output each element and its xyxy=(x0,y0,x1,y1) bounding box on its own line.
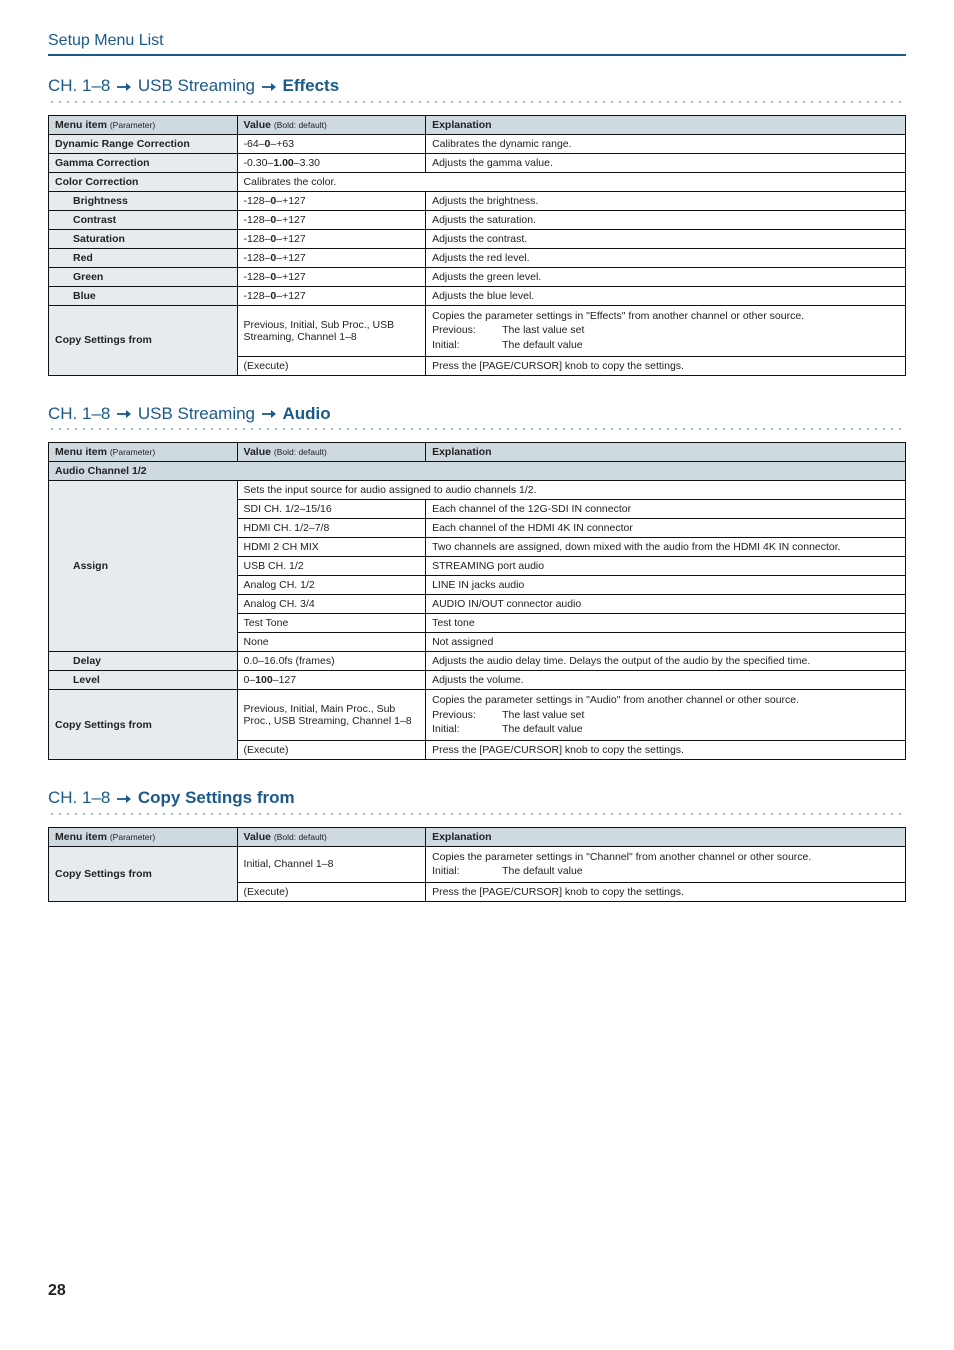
section2-mid: USB Streaming xyxy=(138,404,255,423)
explain-cell: Adjusts the red level. xyxy=(426,248,906,267)
param-brightness: Brightness xyxy=(49,191,238,210)
explain-cell: Calibrates the dynamic range. xyxy=(426,134,906,153)
value-cell: -128–0–+127 xyxy=(237,191,426,210)
value-cell: Previous, Initial, Main Proc., Sub Proc.… xyxy=(237,690,426,741)
value-cell: (Execute) xyxy=(237,741,426,760)
explain-cell: Copies the parameter settings in "Effect… xyxy=(426,305,906,356)
explain-cell: Test tone xyxy=(426,614,906,633)
param-copy-settings: Copy Settings from xyxy=(49,305,238,375)
th-explain: Explanation xyxy=(426,443,906,462)
param-gamma: Gamma Correction xyxy=(49,153,238,172)
value-cell: 0.0–16.0fs (frames) xyxy=(237,652,426,671)
dotted-divider xyxy=(48,99,906,105)
th-explain: Explanation xyxy=(426,827,906,846)
arrow-icon xyxy=(117,789,131,809)
section1-bold: Effects xyxy=(282,76,339,95)
value-cell: (Execute) xyxy=(237,883,426,902)
value-cell: -128–0–+127 xyxy=(237,210,426,229)
explain-cell: Adjusts the green level. xyxy=(426,267,906,286)
param-level: Level xyxy=(49,671,238,690)
explain-cell: Adjusts the volume. xyxy=(426,671,906,690)
explain-cell: Adjusts the brightness. xyxy=(426,191,906,210)
page-header: Setup Menu List xyxy=(48,32,906,56)
param-green: Green xyxy=(49,267,238,286)
value-cell: -0.30–1.00–3.30 xyxy=(237,153,426,172)
section3-title: CH. 1–8 Copy Settings from xyxy=(48,788,906,809)
value-cell: -64–0–+63 xyxy=(237,134,426,153)
section2-table: Menu item (Parameter) Value (Bold: defau… xyxy=(48,442,906,760)
arrow-icon xyxy=(117,404,131,424)
value-cell: -128–0–+127 xyxy=(237,267,426,286)
explain-cell: Each channel of the HDMI 4K IN connector xyxy=(426,519,906,538)
param-dynamic-range: Dynamic Range Correction xyxy=(49,134,238,153)
th-explain: Explanation xyxy=(426,115,906,134)
value-cell: USB CH. 1/2 xyxy=(237,557,426,576)
section3-prefix: CH. 1–8 xyxy=(48,788,110,807)
section1-title: CH. 1–8 USB Streaming Effects xyxy=(48,76,906,97)
th-param: Menu item (Parameter) xyxy=(49,827,238,846)
explain-cell: Each channel of the 12G-SDI IN connector xyxy=(426,500,906,519)
param-saturation: Saturation xyxy=(49,229,238,248)
section2-title: CH. 1–8 USB Streaming Audio xyxy=(48,404,906,425)
explain-cell: AUDIO IN/OUT connector audio xyxy=(426,595,906,614)
section1-table: Menu item (Parameter) Value (Bold: defau… xyxy=(48,115,906,376)
arrow-icon xyxy=(117,77,131,97)
explain-cell: Adjusts the contrast. xyxy=(426,229,906,248)
assign-header: Sets the input source for audio assigned… xyxy=(237,481,905,500)
th-value: Value (Bold: default) xyxy=(237,115,426,134)
value-cell: Previous, Initial, Sub Proc., USB Stream… xyxy=(237,305,426,356)
explain-cell: Calibrates the color. xyxy=(237,172,905,191)
param-assign: Assign xyxy=(49,481,238,652)
section3-table: Menu item (Parameter) Value (Bold: defau… xyxy=(48,827,906,902)
section2-prefix: CH. 1–8 xyxy=(48,404,110,423)
th-param: Menu item (Parameter) xyxy=(49,443,238,462)
explain-cell: Adjusts the gamma value. xyxy=(426,153,906,172)
value-cell: Initial, Channel 1–8 xyxy=(237,846,426,882)
explain-cell: LINE IN jacks audio xyxy=(426,576,906,595)
explain-cell: Copies the parameter settings in "Audio"… xyxy=(426,690,906,741)
explain-cell: Not assigned xyxy=(426,633,906,652)
dotted-divider xyxy=(48,811,906,817)
th-value: Value (Bold: default) xyxy=(237,443,426,462)
section3-bold: Copy Settings from xyxy=(138,788,295,807)
value-cell: HDMI CH. 1/2–7/8 xyxy=(237,519,426,538)
value-cell: SDI CH. 1/2–15/16 xyxy=(237,500,426,519)
param-blue: Blue xyxy=(49,286,238,305)
param-color-correction: Color Correction xyxy=(49,172,238,191)
value-cell: -128–0–+127 xyxy=(237,229,426,248)
arrow-icon xyxy=(262,404,276,424)
value-cell: (Execute) xyxy=(237,356,426,375)
explain-cell: Press the [PAGE/CURSOR] knob to copy the… xyxy=(426,883,906,902)
dotted-divider xyxy=(48,426,906,432)
th-param: Menu item (Parameter) xyxy=(49,115,238,134)
value-cell: 0–100–127 xyxy=(237,671,426,690)
value-cell: HDMI 2 CH MIX xyxy=(237,538,426,557)
value-cell: Analog CH. 1/2 xyxy=(237,576,426,595)
param-delay: Delay xyxy=(49,652,238,671)
value-cell: -128–0–+127 xyxy=(237,286,426,305)
param-copy-settings: Copy Settings from xyxy=(49,690,238,760)
param-red: Red xyxy=(49,248,238,267)
explain-cell: Adjusts the blue level. xyxy=(426,286,906,305)
section1-prefix: CH. 1–8 xyxy=(48,76,110,95)
explain-cell: Press the [PAGE/CURSOR] knob to copy the… xyxy=(426,356,906,375)
th-value: Value (Bold: default) xyxy=(237,827,426,846)
audio-channel-header: Audio Channel 1/2 xyxy=(49,462,906,481)
section1-mid: USB Streaming xyxy=(138,76,255,95)
explain-cell: STREAMING port audio xyxy=(426,557,906,576)
explain-cell: Adjusts the audio delay time. Delays the… xyxy=(426,652,906,671)
value-cell: Analog CH. 3/4 xyxy=(237,595,426,614)
arrow-icon xyxy=(262,77,276,97)
value-cell: -128–0–+127 xyxy=(237,248,426,267)
page-number: 28 xyxy=(48,1282,906,1300)
explain-cell: Copies the parameter settings in "Channe… xyxy=(426,846,906,882)
section2-bold: Audio xyxy=(282,404,330,423)
value-cell: None xyxy=(237,633,426,652)
param-contrast: Contrast xyxy=(49,210,238,229)
explain-cell: Press the [PAGE/CURSOR] knob to copy the… xyxy=(426,741,906,760)
explain-cell: Adjusts the saturation. xyxy=(426,210,906,229)
explain-cell: Two channels are assigned, down mixed wi… xyxy=(426,538,906,557)
param-copy-settings: Copy Settings from xyxy=(49,846,238,901)
value-cell: Test Tone xyxy=(237,614,426,633)
